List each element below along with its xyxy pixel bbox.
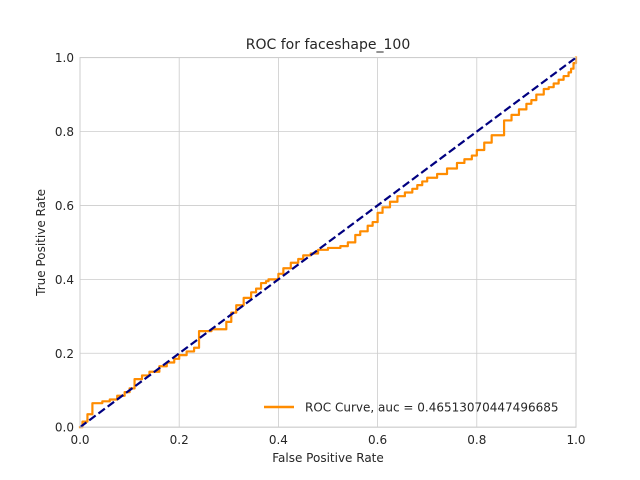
y-tick-label: 1.0 bbox=[55, 51, 74, 65]
x-tick-label: 1.0 bbox=[566, 433, 585, 447]
x-tick-label: 0.8 bbox=[467, 433, 486, 447]
legend: ROC Curve, auc = 0.46513070447496685 bbox=[264, 401, 559, 415]
y-tick-label: 0.4 bbox=[55, 273, 74, 287]
axes-frame bbox=[79, 57, 577, 428]
x-tick-label: 0.2 bbox=[170, 433, 189, 447]
series-layer bbox=[78, 56, 578, 429]
y-axis-label: True Positive Rate bbox=[34, 189, 48, 297]
y-tick-label: 0.0 bbox=[55, 421, 74, 435]
y-tick-label: 0.6 bbox=[55, 199, 74, 213]
x-tick-label: 0.6 bbox=[368, 433, 387, 447]
x-tick-label: 0.0 bbox=[70, 433, 89, 447]
x-axis-label: False Positive Rate bbox=[272, 451, 384, 465]
chart-title: ROC for faceshape_100 bbox=[246, 37, 410, 53]
grid bbox=[79, 57, 577, 428]
roc-curve-line bbox=[78, 56, 578, 429]
y-tick-label: 0.8 bbox=[55, 125, 74, 139]
y-tick-label: 0.2 bbox=[55, 347, 74, 361]
x-tick-label: 0.4 bbox=[269, 433, 288, 447]
legend-label-roc-curve: ROC Curve, auc = 0.46513070447496685 bbox=[305, 401, 559, 415]
tick-labels: 0.0 0.2 0.4 0.6 0.8 1.0 0.0 0.2 0.4 0.6 0.8 1.0 bbox=[55, 51, 586, 447]
